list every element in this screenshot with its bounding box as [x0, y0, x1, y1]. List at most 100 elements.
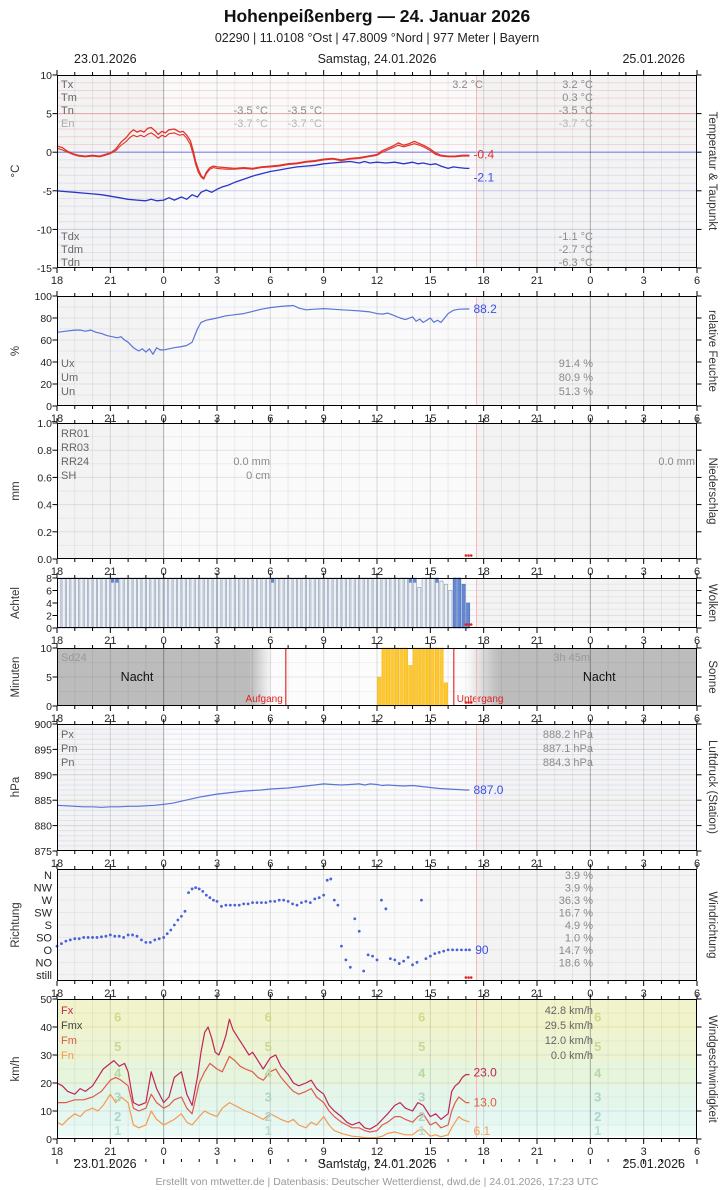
svg-text:0: 0 — [46, 147, 52, 159]
svg-text:3: 3 — [418, 1090, 425, 1105]
day-shade — [476, 578, 697, 628]
hgrid-clouds — [57, 583, 697, 623]
svg-text:6: 6 — [694, 1146, 700, 1158]
svg-text:0: 0 — [587, 566, 593, 578]
svg-text:12.0 km/h: 12.0 km/h — [545, 1035, 593, 1047]
svg-text:18: 18 — [51, 566, 63, 578]
svg-text:21: 21 — [531, 275, 543, 287]
plot-bg — [57, 75, 697, 268]
svg-text:0: 0 — [161, 635, 167, 647]
date-prev-top: 23.01.2026 — [74, 52, 137, 66]
svg-text:3: 3 — [641, 1146, 647, 1158]
day-shade — [57, 869, 164, 981]
svg-text:3: 3 — [641, 275, 647, 287]
svg-text:18: 18 — [478, 1146, 490, 1158]
vgrid-sun — [74, 648, 680, 706]
panel-label-precip: Niederschlag — [706, 457, 718, 525]
svg-text:0: 0 — [46, 701, 52, 713]
svg-text:0.0: 0.0 — [37, 554, 52, 566]
svg-text:887.0: 887.0 — [473, 783, 503, 797]
station-meta: 02290 | 11.0108 °Ost | 47.8009 °Nord | 9… — [214, 31, 540, 45]
svg-text:-0.4: -0.4 — [473, 147, 494, 161]
chart-pres: Px 888.2 hPa Pm 887.1 hPa Pn 884.3 hPa 887.0 90… — [34, 719, 702, 870]
svg-text:4: 4 — [265, 1066, 273, 1081]
svg-text:21: 21 — [104, 566, 116, 578]
svg-text:0: 0 — [161, 566, 167, 578]
axis-unit-clouds: Achtel — [10, 587, 22, 619]
day-shade — [476, 423, 697, 559]
svg-text:Nacht: Nacht — [121, 670, 154, 684]
svg-text:-15: -15 — [37, 263, 52, 275]
missing-data-dot — [469, 701, 473, 704]
day-shade — [57, 296, 164, 406]
hgrid-sun — [57, 662, 697, 692]
series-Fx — [56, 1018, 470, 1130]
footer-credit: Erstellt von mtwetter.de | Datenbasis: D… — [155, 1176, 599, 1188]
svg-text:4.9 %: 4.9 % — [565, 920, 593, 932]
svg-text:W: W — [42, 895, 53, 907]
svg-text:-3.5 °C: -3.5 °C — [288, 105, 322, 117]
panel-label-windspeed: Windgeschwindigkeit — [706, 1015, 718, 1123]
svg-text:3: 3 — [214, 1146, 220, 1158]
svg-text:6.1: 6.1 — [473, 1124, 490, 1138]
plot-border — [57, 999, 697, 1139]
svg-text:40: 40 — [40, 357, 52, 369]
night-left — [57, 648, 251, 706]
vgrid-wspd — [74, 999, 680, 1139]
svg-text:-3.5 °C: -3.5 °C — [234, 105, 268, 117]
svg-text:9: 9 — [321, 275, 327, 287]
plot-border — [57, 75, 697, 268]
missing-data-dot — [464, 554, 468, 557]
svg-text:9: 9 — [321, 635, 327, 647]
svg-text:50: 50 — [40, 994, 52, 1006]
svg-text:-6.3 °C: -6.3 °C — [559, 257, 593, 269]
svg-text:12: 12 — [371, 635, 383, 647]
svg-text:5: 5 — [265, 1039, 272, 1054]
svg-text:8: 8 — [46, 573, 52, 585]
plot-bg — [57, 869, 697, 981]
day-shade — [57, 423, 164, 559]
missing-data-dot — [464, 623, 468, 626]
svg-text:Fmx: Fmx — [61, 1020, 83, 1032]
svg-text:5: 5 — [46, 672, 52, 684]
svg-text:885: 885 — [34, 795, 52, 807]
svg-text:Pm: Pm — [61, 743, 78, 755]
svg-text:3.2 °C: 3.2 °C — [452, 79, 483, 91]
panel-label-clouds: Wolken — [706, 583, 718, 623]
plot-bg — [57, 578, 697, 628]
svg-text:0 cm: 0 cm — [246, 470, 270, 482]
svg-text:2: 2 — [46, 611, 52, 623]
svg-text:80.9 %: 80.9 % — [559, 372, 593, 384]
svg-text:Sd24: Sd24 — [61, 652, 87, 664]
svg-text:80: 80 — [40, 313, 52, 325]
svg-text:3: 3 — [265, 1090, 272, 1105]
svg-text:6: 6 — [694, 635, 700, 647]
svg-text:S: S — [45, 920, 52, 932]
beaufort-band-6 — [57, 1001, 697, 1033]
svg-text:6: 6 — [418, 1010, 425, 1025]
svg-text:3: 3 — [641, 635, 647, 647]
svg-text:1: 1 — [418, 1123, 425, 1138]
svg-text:-5: -5 — [43, 186, 52, 198]
svg-text:Un: Un — [61, 386, 75, 398]
svg-text:21: 21 — [531, 635, 543, 647]
svg-text:6: 6 — [267, 635, 273, 647]
svg-text:RR01: RR01 — [61, 428, 89, 440]
svg-text:4: 4 — [46, 598, 52, 610]
date-prev-bottom: 23.01.2026 — [74, 1157, 137, 1171]
svg-text:N: N — [44, 870, 52, 882]
svg-text:Um: Um — [61, 372, 78, 384]
day-shade — [57, 578, 164, 628]
svg-text:SH: SH — [61, 470, 76, 482]
axis-unit-pressure: hPa — [10, 776, 22, 798]
svg-text:Tdm: Tdm — [61, 244, 83, 256]
vgrid-precip — [74, 423, 680, 559]
day-shade — [476, 296, 697, 406]
plot-bg — [57, 724, 697, 851]
svg-text:875: 875 — [34, 846, 52, 858]
svg-text:0.0 km/h: 0.0 km/h — [551, 1050, 593, 1062]
svg-text:5: 5 — [46, 109, 52, 121]
svg-text:3.2 °C: 3.2 °C — [562, 79, 593, 91]
svg-text:20: 20 — [40, 379, 52, 391]
